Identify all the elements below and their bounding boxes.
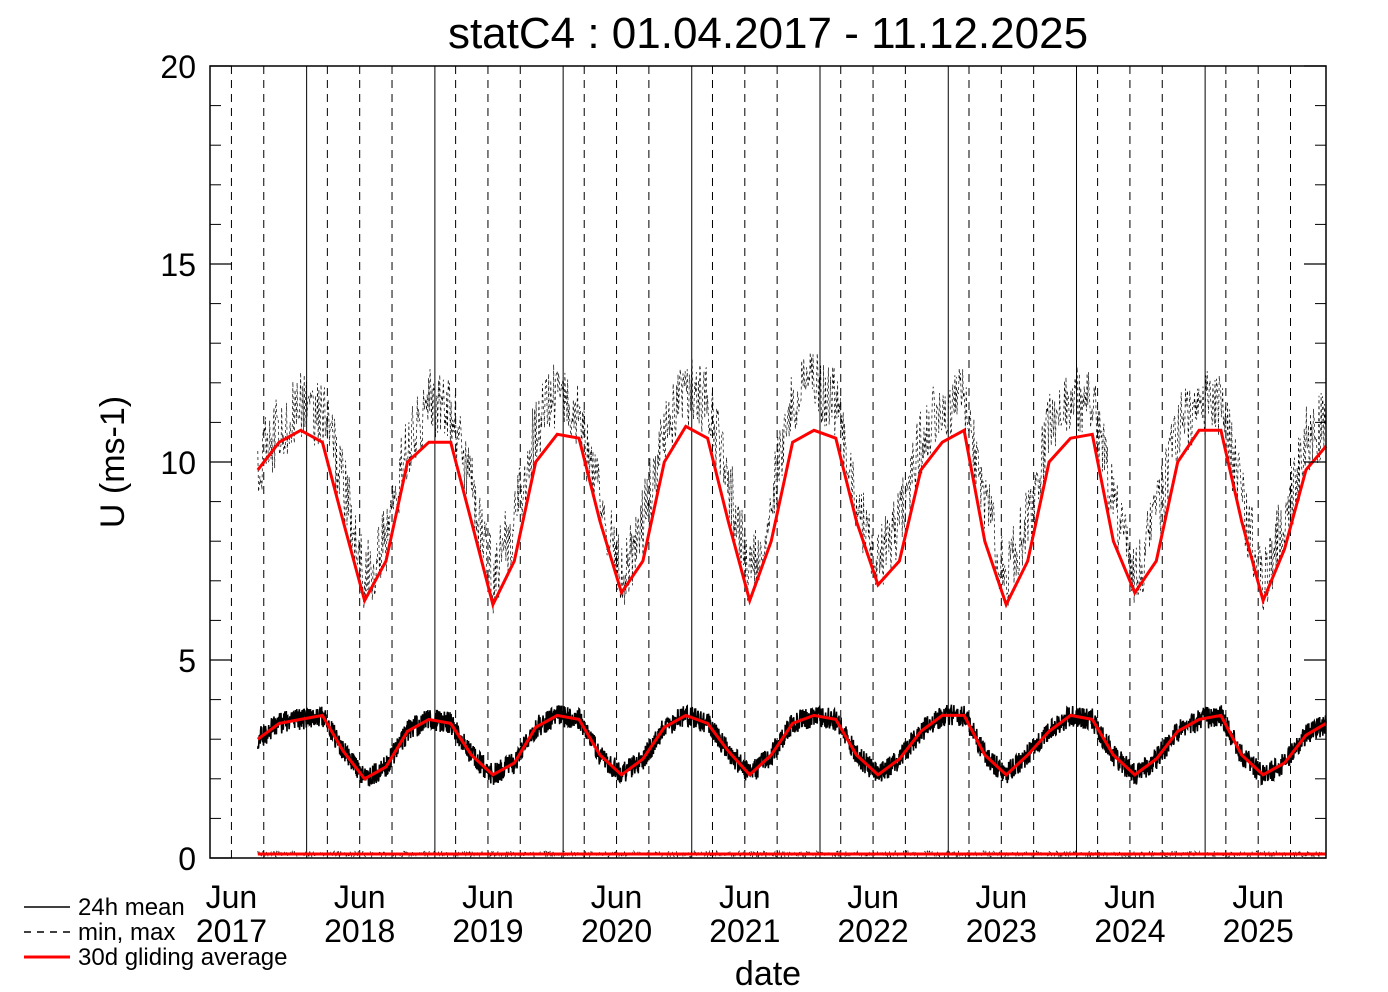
x-tick-label-year: 2021 — [709, 913, 780, 949]
x-tick-label-year: 2019 — [452, 913, 523, 949]
x-tick-label-year: 2017 — [196, 913, 267, 949]
y-tick-label: 5 — [178, 643, 196, 679]
x-tick-label-month: Jun — [462, 879, 514, 915]
y-tick-label: 10 — [160, 445, 196, 481]
data-series — [256, 352, 1328, 859]
series-30d-max-line — [256, 424, 1328, 609]
series-max-line — [257, 352, 1327, 614]
y-tick-label: 0 — [178, 841, 196, 877]
x-tick-label-month: Jun — [847, 879, 899, 915]
x-tick-label-month: Jun — [591, 879, 643, 915]
x-tick-label-year: 2024 — [1094, 913, 1165, 949]
y-tick-label: 20 — [160, 49, 196, 85]
x-tick-label-month: Jun — [976, 879, 1028, 915]
axes: 05101520Jun2017Jun2018Jun2019Jun2020Jun2… — [160, 49, 1326, 949]
x-tick-label-year: 2023 — [966, 913, 1037, 949]
y-tick-label: 15 — [160, 247, 196, 283]
y-axis-title: U (ms-1) — [94, 396, 132, 528]
grid-lines — [230, 66, 1292, 858]
x-tick-label-month: Jun — [719, 879, 771, 915]
x-tick-label-month: Jun — [1232, 879, 1284, 915]
x-tick-label-month: Jun — [206, 879, 258, 915]
x-tick-label-month: Jun — [334, 879, 386, 915]
legend-label: min, max — [78, 919, 175, 946]
series-min-line — [257, 849, 1327, 859]
x-tick-label-year: 2022 — [837, 913, 908, 949]
x-axis-title: date — [735, 955, 801, 992]
x-tick-label-year: 2018 — [324, 913, 395, 949]
series-30d-mean-line — [256, 713, 1327, 781]
x-tick-label-year: 2020 — [581, 913, 652, 949]
legend-label: 24h mean — [78, 894, 185, 921]
x-tick-label-year: 2025 — [1223, 913, 1294, 949]
x-tick-label-month: Jun — [1104, 879, 1156, 915]
chart-title: statC4 : 01.04.2017 - 11.12.2025 — [448, 9, 1088, 58]
legend-label: 30d gliding average — [78, 944, 288, 971]
